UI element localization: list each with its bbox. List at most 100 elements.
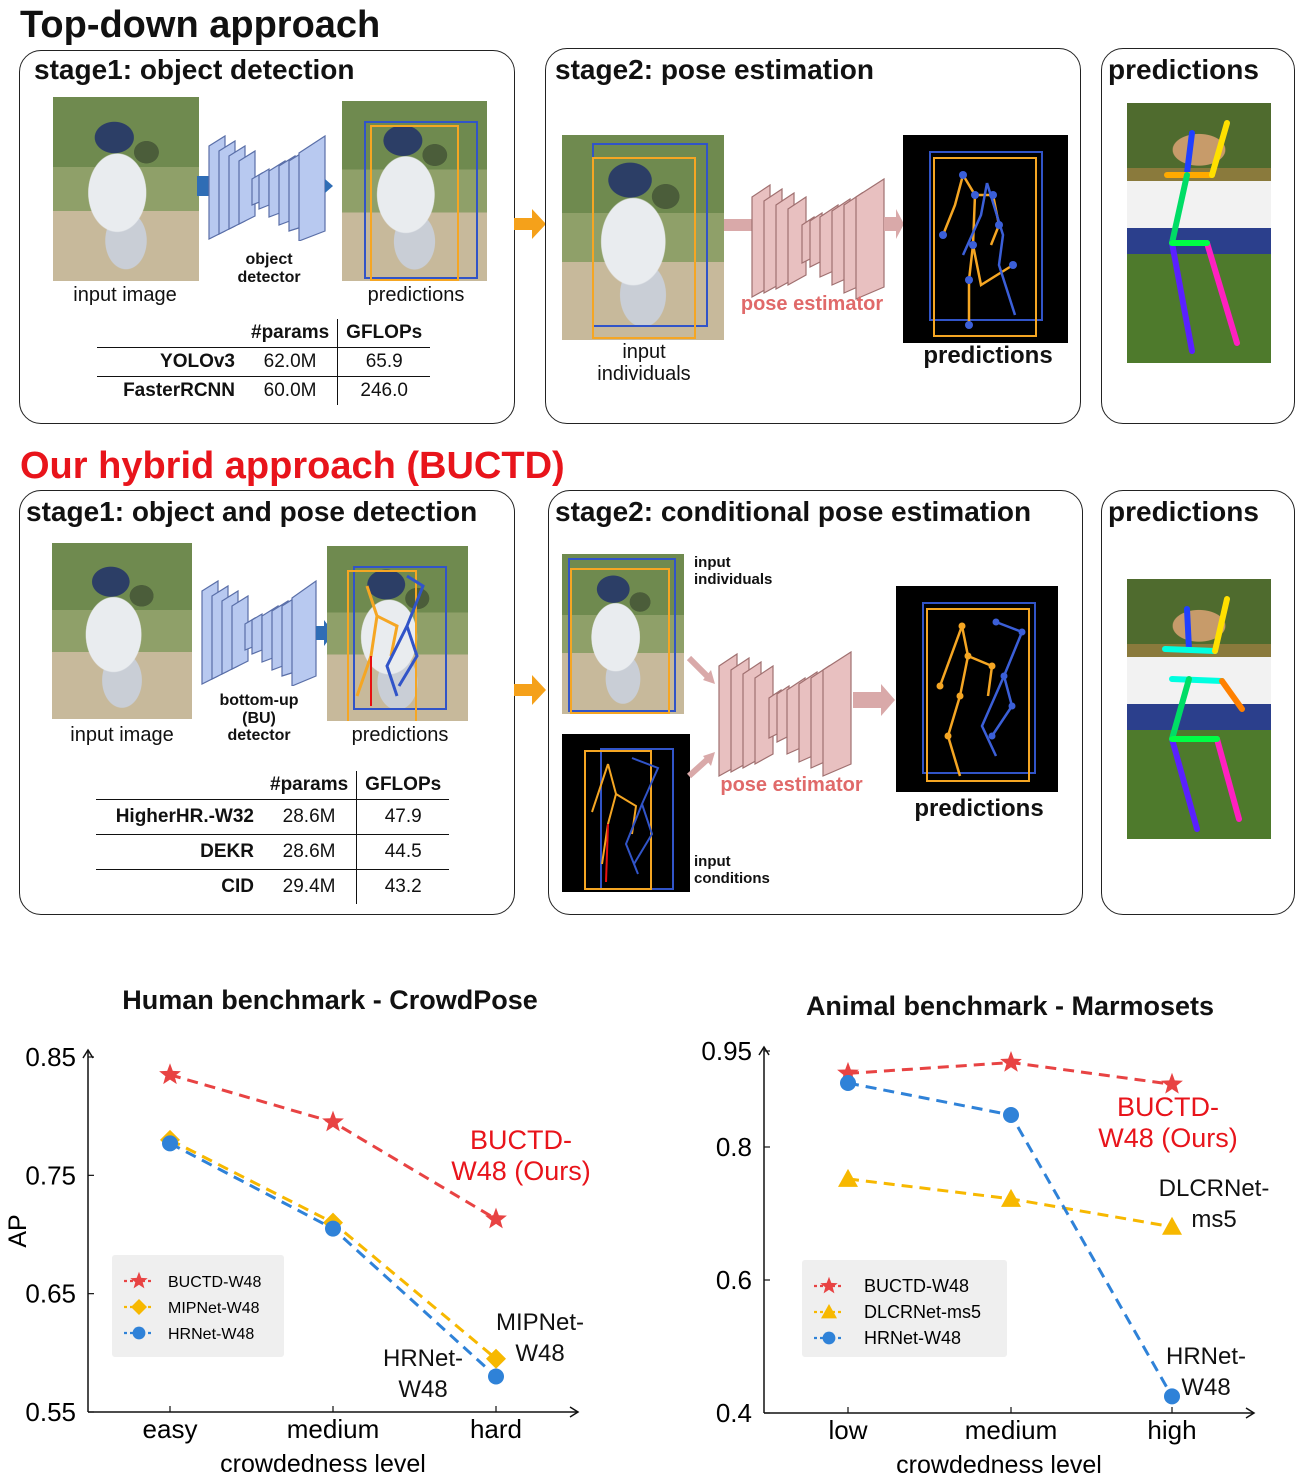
pose-skeleton (355, 574, 425, 706)
series-annotation: HRNet- (383, 1345, 463, 1372)
x-tick-label: high (1147, 1415, 1196, 1445)
series-annotation: W48 (515, 1340, 564, 1367)
topdown-input-individuals-label: input individuals (597, 341, 691, 385)
series-annotation: HRNet- (1166, 1343, 1246, 1370)
topdown-stage2-title: stage2: pose estimation (555, 54, 874, 85)
data-point-triangle (1162, 1216, 1182, 1235)
legend-label: BUCTD-W48 (864, 1276, 969, 1296)
x-tick-label: medium (287, 1414, 379, 1444)
table-cell-params: 60.0M (243, 376, 339, 405)
legend-label: MIPNet-W48 (168, 1300, 260, 1317)
y-tick-label: 0.75 (25, 1160, 76, 1190)
chart-2-title: Animal benchmark - Marmosets (805, 991, 1215, 1021)
x-tick-label: low (828, 1415, 867, 1445)
table-row: FasterRCNN 60.0M 246.0 (97, 376, 430, 405)
topdown-detector-label: object detector (237, 251, 301, 286)
hybrid-input-individuals-image (562, 554, 684, 714)
data-point-star (1161, 1072, 1183, 1094)
data-point-star (485, 1207, 507, 1229)
legend-label: HRNet-W48 (864, 1328, 961, 1348)
pose-skeleton (1162, 596, 1245, 832)
table-cell-gflops: 246.0 (360, 380, 408, 401)
topdown-stage1-predictions-image (342, 101, 487, 281)
topdown-model-table: #params GFLOPs YOLOv3 62.0M 65.9 FasterR… (97, 319, 431, 405)
legend-box (802, 1260, 1007, 1357)
y-tick-label: 0.95 (701, 1036, 752, 1066)
table-cell-name: YOLOv3 (97, 347, 243, 377)
data-point-triangle (838, 1168, 858, 1187)
series-annotation: W48 (398, 1376, 447, 1403)
hybrid-input-individuals-label: input individuals (694, 554, 773, 588)
bounding-box-blue (353, 566, 447, 710)
table-cell-gflops: 43.2 (384, 876, 422, 897)
hybrid-input-conditions-label: input conditions (694, 853, 770, 887)
x-axis-arrow (1245, 1407, 1256, 1419)
series-annotation: BUCTD- (1117, 1092, 1219, 1122)
hybrid-estimator-label: pose estimator (720, 774, 863, 796)
table-row: HigherHR.-W32 28.6M 47.9 (96, 799, 450, 835)
legend-box (112, 1255, 284, 1357)
series-annotation: MIPNet- (496, 1309, 584, 1336)
hybrid-stage2-predictions-label: predictions (914, 795, 1044, 822)
data-point-star (159, 1063, 181, 1085)
topdown-pose-estimator-network (724, 177, 904, 300)
bounding-box-blue (364, 121, 478, 279)
table-row: DEKR 28.6M 44.5 (96, 834, 450, 870)
table-cell-gflops: 47.9 (356, 799, 450, 835)
topdown-input-image-label: input image (73, 284, 177, 306)
topdown-object-detector-network (197, 134, 333, 241)
hybrid-stage1-title: stage1: object and pose detection (26, 496, 478, 527)
hybrid-input-conditions-image (562, 734, 690, 892)
series-annotation: ms5 (1191, 1206, 1236, 1233)
table-cell-params: 28.6M (262, 799, 358, 835)
legend-marker-triangle (821, 1304, 837, 1319)
topdown-final-title: predictions (1108, 54, 1259, 85)
hybrid-final-prediction-image (1127, 579, 1271, 839)
y-tick-label: 0.6 (716, 1265, 752, 1295)
topdown-heading: Top-down approach (20, 4, 381, 46)
hybrid-final-title: predictions (1108, 496, 1259, 527)
topdown-stage2-predictions-label: predictions (923, 342, 1053, 369)
bounding-box-orange (347, 570, 417, 721)
topdown-final-panel: predictions (1101, 48, 1295, 424)
series-annotation: W48 (Ours) (451, 1156, 591, 1186)
topdown-stage-arrow (514, 209, 546, 239)
topdown-stage1-panel: stage1: object detection input image obj… (19, 50, 515, 424)
hybrid-input-image (52, 543, 192, 719)
table-cell-name: DEKR (96, 834, 262, 870)
chart-marmosets: 0.4 0.6 0.8 0.95 low medium high crowdedness le… (701, 1036, 1269, 1479)
table-cell-params: 62.0M (243, 347, 339, 377)
y-tick-label: 0.8 (716, 1132, 752, 1162)
pose-skeleton (939, 171, 1017, 329)
table-cell-params: 29.4M (262, 869, 358, 904)
hybrid-final-panel: predictions (1101, 490, 1295, 915)
hybrid-input-image-label: input image (70, 724, 174, 746)
data-point-circle (325, 1220, 341, 1237)
bounding-box-orange (926, 608, 1030, 782)
topdown-stage2-predictions-image (903, 135, 1068, 343)
data-point-star (322, 1110, 344, 1132)
table-row: YOLOv3 62.0M 65.9 (97, 347, 431, 377)
legend-marker-star (820, 1276, 838, 1294)
hybrid-stage1-predictions-image (327, 546, 468, 721)
x-axis-arrow (569, 1406, 580, 1418)
table-header-params: #params (262, 771, 358, 800)
y-axis-arrow (758, 1045, 770, 1056)
legend-marker-circle (132, 1326, 146, 1340)
bounding-box-orange (370, 125, 459, 281)
bounding-box-orange (570, 568, 670, 714)
chart-crowdpose: 0.55 0.65 0.75 0.85 easy medium hard crowdednes… (4, 1042, 591, 1478)
bounding-box-orange (592, 157, 696, 339)
hybrid-bu-detector-network (201, 579, 334, 686)
hybrid-stage1-panel: stage1: object and pose detection (19, 490, 515, 915)
y-tick-label: 0.4 (716, 1398, 752, 1428)
pose-skeleton (936, 618, 1026, 777)
pose-skeleton (1164, 120, 1240, 354)
table-cell-name: HigherHR.-W32 (96, 799, 262, 835)
table-row: CID 29.4M 43.2 (96, 869, 449, 904)
data-point-triangle (1001, 1188, 1021, 1207)
hybrid-stage2-panel: stage2: conditional pose estimation inpu… (548, 490, 1083, 915)
bounding-box-blue (929, 151, 1043, 321)
hybrid-stage-arrow (514, 675, 546, 705)
data-point-circle (1164, 1388, 1180, 1405)
